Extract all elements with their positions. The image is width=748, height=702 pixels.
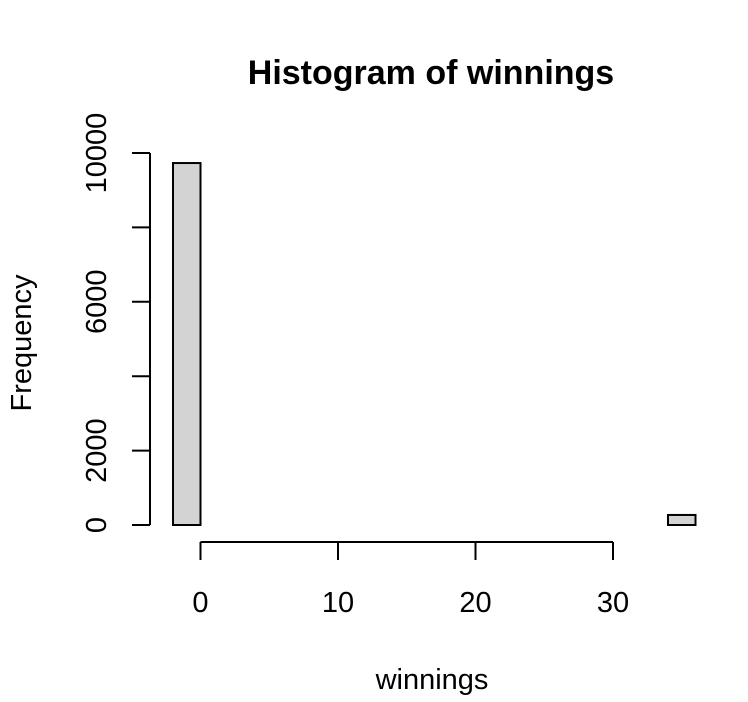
y-tick-label: 0 bbox=[81, 517, 113, 533]
x-tick-label: 30 bbox=[597, 587, 629, 619]
y-axis-label: Frequency bbox=[6, 274, 38, 412]
chart-title: Histogram of winnings bbox=[248, 54, 614, 92]
y-tick-label: 10000 bbox=[81, 113, 113, 194]
y-tick-label: 2000 bbox=[81, 418, 113, 483]
x-axis: 0 10 20 30 bbox=[192, 541, 629, 619]
x-tick-label: 0 bbox=[192, 587, 208, 619]
x-tick-label: 10 bbox=[322, 587, 354, 619]
histogram-bar bbox=[667, 513, 697, 526]
y-axis: 0 2000 6000 10000 bbox=[81, 113, 151, 533]
x-tick-label: 20 bbox=[459, 587, 491, 619]
y-tick-label: 6000 bbox=[81, 270, 113, 335]
bars-group bbox=[172, 162, 697, 526]
histogram-bar bbox=[172, 162, 202, 526]
x-axis-label: winnings bbox=[375, 664, 489, 696]
